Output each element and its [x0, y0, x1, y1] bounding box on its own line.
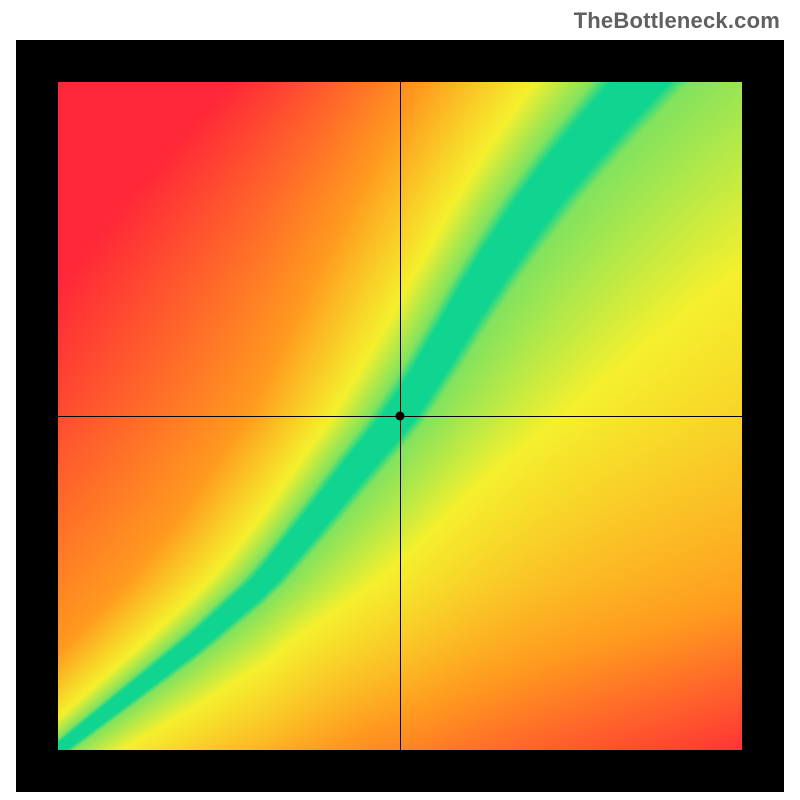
watermark-text: TheBottleneck.com — [574, 8, 780, 34]
container: TheBottleneck.com — [0, 0, 800, 800]
plot-area — [58, 82, 742, 750]
marker-point — [396, 412, 405, 421]
